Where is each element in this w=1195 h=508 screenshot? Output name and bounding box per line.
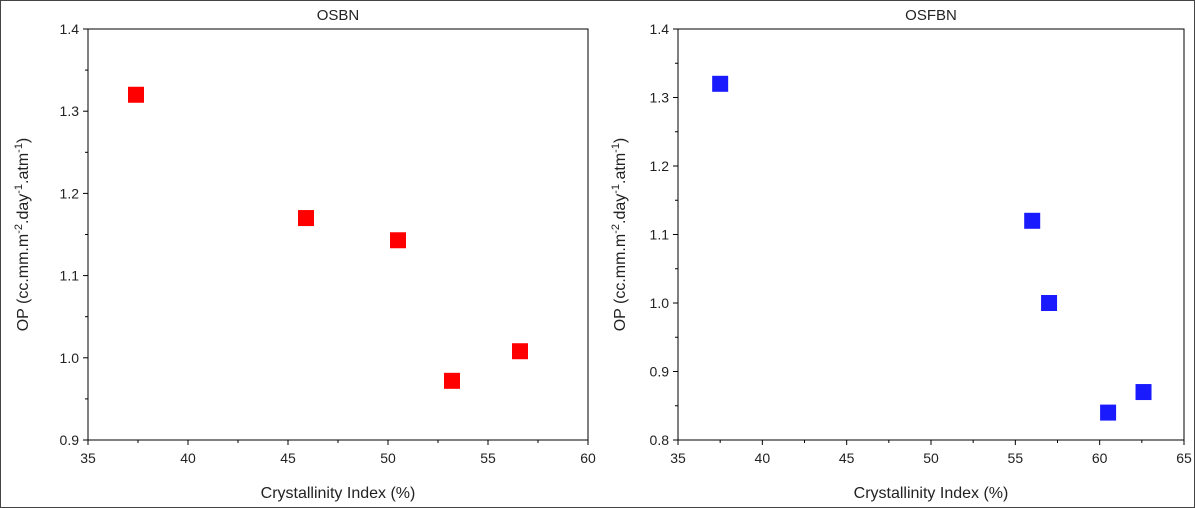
y-tick-label: 1.1 bbox=[60, 268, 80, 284]
x-tick-label: 55 bbox=[480, 450, 496, 466]
data-point bbox=[1041, 295, 1058, 311]
data-point bbox=[712, 75, 729, 92]
chart-title: OSBN bbox=[317, 7, 360, 24]
x-tick-label: 45 bbox=[280, 450, 296, 466]
y-tick-label: 1.0 bbox=[60, 350, 80, 366]
data-points bbox=[128, 86, 528, 389]
chart-panel-osfbn: OSFBN 35 40 45 50 55 60 65 0.8 0.9 1.0 1.1 1.2 1.3 1… bbox=[610, 7, 1192, 502]
x-tick-label: 40 bbox=[180, 450, 196, 466]
y-tick-label: 0.9 bbox=[650, 364, 670, 380]
data-point bbox=[1100, 404, 1117, 421]
x-tick-label: 50 bbox=[923, 450, 939, 466]
y-tick-label: 1.3 bbox=[650, 90, 670, 106]
x-tick-label: 65 bbox=[1176, 450, 1192, 466]
y-tick-label: 1.2 bbox=[60, 185, 80, 201]
y-tick-label: 1.4 bbox=[60, 21, 80, 37]
data-points bbox=[712, 75, 1152, 421]
data-point bbox=[298, 210, 314, 227]
chart-title: OSFBN bbox=[905, 7, 957, 24]
data-point bbox=[1135, 384, 1152, 401]
data-point bbox=[1024, 212, 1041, 229]
x-axis-ticks: 35 40 45 50 55 60 65 bbox=[670, 440, 1192, 466]
x-axis-ticks: 35 40 45 50 55 60 bbox=[80, 440, 596, 466]
data-point bbox=[512, 343, 528, 360]
chart-panel-osbn: OSBN 35 40 45 50 55 60 0.9 1.0 1.1 1.2 1.3 1.4 Cry… bbox=[13, 7, 596, 502]
x-tick-label: 60 bbox=[1092, 450, 1108, 466]
y-tick-label: 0.9 bbox=[60, 432, 80, 448]
y-axis-ticks: 0.9 1.0 1.1 1.2 1.3 1.4 bbox=[60, 21, 88, 448]
y-axis-label: OP (cc.mm.m-2.day-1.atm-1) bbox=[13, 138, 32, 332]
x-tick-label: 35 bbox=[670, 450, 686, 466]
x-tick-label: 55 bbox=[1008, 450, 1024, 466]
y-tick-label: 1.3 bbox=[60, 103, 80, 119]
x-axis-label: Crystallinity Index (%) bbox=[854, 485, 1009, 502]
y-axis-ticks: 0.8 0.9 1.0 1.1 1.2 1.3 1.4 bbox=[650, 21, 678, 448]
data-point bbox=[128, 86, 144, 103]
y-tick-label: 0.8 bbox=[650, 432, 670, 448]
x-tick-label: 35 bbox=[80, 450, 96, 466]
data-point bbox=[444, 372, 460, 389]
data-point bbox=[390, 232, 406, 249]
y-tick-label: 1.0 bbox=[650, 295, 670, 311]
y-tick-label: 1.1 bbox=[650, 227, 670, 243]
y-tick-label: 1.2 bbox=[650, 158, 670, 174]
y-axis-label: OP (cc.mm.m-2.day-1.atm-1) bbox=[610, 138, 629, 332]
x-tick-label: 60 bbox=[580, 450, 596, 466]
x-tick-label: 40 bbox=[755, 450, 771, 466]
x-axis-label: Crystallinity Index (%) bbox=[261, 485, 416, 502]
x-tick-label: 50 bbox=[380, 450, 396, 466]
x-tick-label: 45 bbox=[839, 450, 855, 466]
y-tick-label: 1.4 bbox=[650, 21, 670, 37]
